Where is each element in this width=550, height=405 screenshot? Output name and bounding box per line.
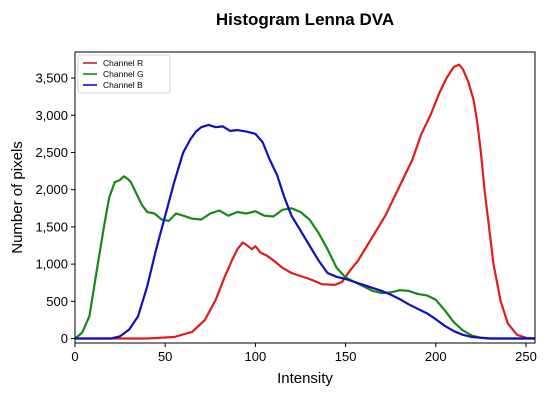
x-tick-label: 100 xyxy=(245,349,267,364)
y-tick-label: 3,500 xyxy=(35,71,68,86)
x-tick-label: 150 xyxy=(335,349,357,364)
chart-title: Histogram Lenna DVA xyxy=(215,10,395,29)
y-tick-label: 1,000 xyxy=(35,257,68,272)
y-tick-label: 2,500 xyxy=(35,145,68,160)
legend-label-channel-b: Channel B xyxy=(103,80,143,90)
y-tick-label: 0 xyxy=(61,331,68,346)
series-line-channel-b xyxy=(75,123,535,340)
x-tick-label: 50 xyxy=(158,349,172,364)
series-line-channel-g xyxy=(74,175,535,340)
legend-box xyxy=(77,54,171,94)
legend-label-channel-g: Channel G xyxy=(103,69,144,79)
series-line-channel-r xyxy=(75,63,536,340)
y-tick-label: 500 xyxy=(46,294,68,309)
legend-label-channel-r: Channel R xyxy=(103,58,143,68)
x-axis-label: Intensity xyxy=(277,370,333,387)
x-tick-label: 250 xyxy=(515,349,537,364)
y-tick-label: 1,500 xyxy=(35,219,68,234)
y-tick-label: 3,000 xyxy=(35,108,68,123)
x-tick-label: 0 xyxy=(71,349,78,364)
y-tick-label: 2,000 xyxy=(35,182,68,197)
y-axis-label: Number of pixels xyxy=(9,141,26,254)
plot-frame xyxy=(74,51,536,344)
x-tick-label: 200 xyxy=(425,349,447,364)
